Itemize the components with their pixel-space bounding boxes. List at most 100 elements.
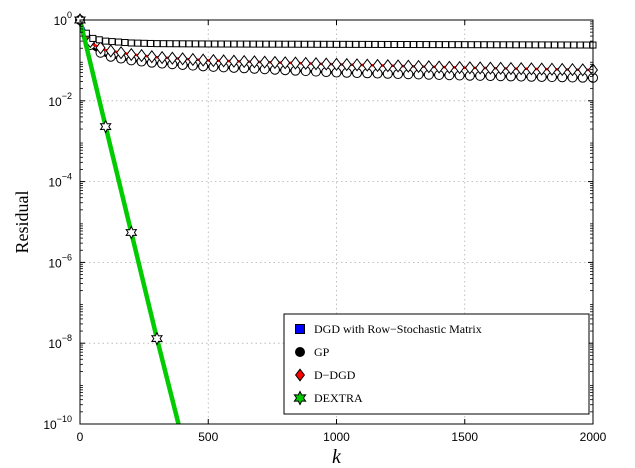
series-marker: [208, 53, 219, 68]
series-2: [74, 13, 599, 77]
series-marker: [153, 40, 161, 48]
series-marker: [365, 40, 373, 48]
series-marker: [236, 40, 244, 48]
y-tick-label: 10−6: [48, 252, 72, 270]
series-marker: [525, 41, 533, 49]
series-marker: [557, 62, 568, 77]
series-marker: [372, 58, 383, 73]
y-tick-label: 10−10: [43, 414, 72, 432]
legend-label: DGD with Row−Stochastic Matrix: [314, 322, 482, 336]
series-marker: [159, 40, 167, 48]
y-tick-label: 10−2: [48, 91, 72, 109]
series-marker: [546, 62, 557, 76]
series-marker: [166, 40, 174, 48]
series-marker: [313, 40, 321, 48]
legend-marker: [293, 390, 307, 406]
y-tick-label: 100: [54, 10, 72, 28]
series-marker: [300, 40, 308, 48]
series-marker: [403, 41, 411, 49]
series-marker: [191, 40, 199, 48]
series-marker: [177, 52, 188, 66]
y-tick-base: 10: [54, 14, 68, 28]
series-marker: [382, 58, 393, 73]
series-marker: [358, 40, 366, 48]
series-marker: [485, 61, 496, 75]
series-marker: [371, 40, 379, 48]
series-marker: [341, 57, 352, 72]
y-tick-exponent: −8: [62, 333, 72, 343]
y-tick-exponent: −4: [62, 172, 72, 182]
series-marker: [464, 61, 475, 75]
series-3: [73, 13, 181, 425]
series-marker: [281, 40, 289, 48]
series-marker: [121, 39, 129, 47]
series-marker: [331, 57, 342, 71]
series-marker: [393, 59, 404, 73]
series-marker: [326, 40, 334, 48]
series-marker: [577, 63, 588, 77]
series-marker: [384, 40, 392, 48]
series-marker: [290, 56, 301, 70]
x-tick-label: 1000: [323, 430, 350, 444]
series-marker: [409, 41, 417, 49]
series-marker: [102, 37, 110, 45]
series-line: [77, 19, 181, 425]
series-marker: [429, 41, 437, 49]
series-marker: [307, 40, 315, 48]
series-marker: [99, 119, 112, 134]
series-marker: [218, 54, 229, 68]
series-marker: [531, 41, 539, 49]
series-marker: [243, 40, 251, 48]
legend-label: DEXTRA: [314, 391, 363, 405]
series-marker: [526, 62, 537, 76]
series-marker: [442, 41, 450, 49]
series-marker: [167, 51, 178, 65]
series-marker: [116, 46, 127, 60]
series-marker: [146, 49, 157, 64]
series-marker: [423, 60, 434, 74]
series-marker: [140, 39, 148, 47]
series-marker: [495, 61, 506, 76]
series-marker: [557, 41, 565, 49]
legend: DGD with Row−Stochastic Matrix GP D−DGD DEX…: [283, 313, 590, 415]
series-marker: [474, 41, 482, 49]
series-marker: [563, 41, 571, 49]
series-marker: [321, 57, 332, 71]
series-marker: [486, 41, 494, 49]
series-marker: [150, 331, 163, 346]
series-marker: [275, 40, 283, 48]
series-marker: [362, 58, 373, 72]
y-tick-label: 10−8: [48, 333, 72, 351]
series-marker: [516, 62, 527, 76]
series-marker: [475, 61, 486, 75]
legend-label: D−DGD: [314, 368, 356, 382]
series-marker: [239, 54, 250, 69]
legend-label: GP: [314, 345, 330, 359]
series-marker: [434, 60, 445, 74]
series-marker: [179, 40, 187, 48]
series-marker: [127, 39, 135, 47]
series-marker: [95, 41, 106, 55]
series-marker: [454, 60, 465, 75]
y-tick-base: 10: [48, 95, 62, 109]
x-tick-label: 1500: [451, 430, 478, 444]
series-marker: [352, 58, 363, 72]
series-marker: [310, 57, 321, 71]
series-marker: [269, 55, 280, 70]
series-marker: [435, 41, 443, 49]
series-marker: [397, 41, 405, 49]
series-marker: [422, 41, 430, 49]
x-tick-label: 500: [198, 430, 218, 444]
series-marker: [136, 48, 147, 63]
y-tick-exponent: −2: [62, 91, 72, 101]
legend-box: [283, 313, 590, 415]
series-marker: [448, 41, 456, 49]
y-tick-base: 10: [43, 418, 57, 432]
series-marker: [505, 61, 516, 76]
series-marker: [320, 40, 328, 48]
series-marker: [333, 40, 340, 48]
series-marker: [377, 40, 385, 48]
series-marker: [345, 40, 353, 48]
